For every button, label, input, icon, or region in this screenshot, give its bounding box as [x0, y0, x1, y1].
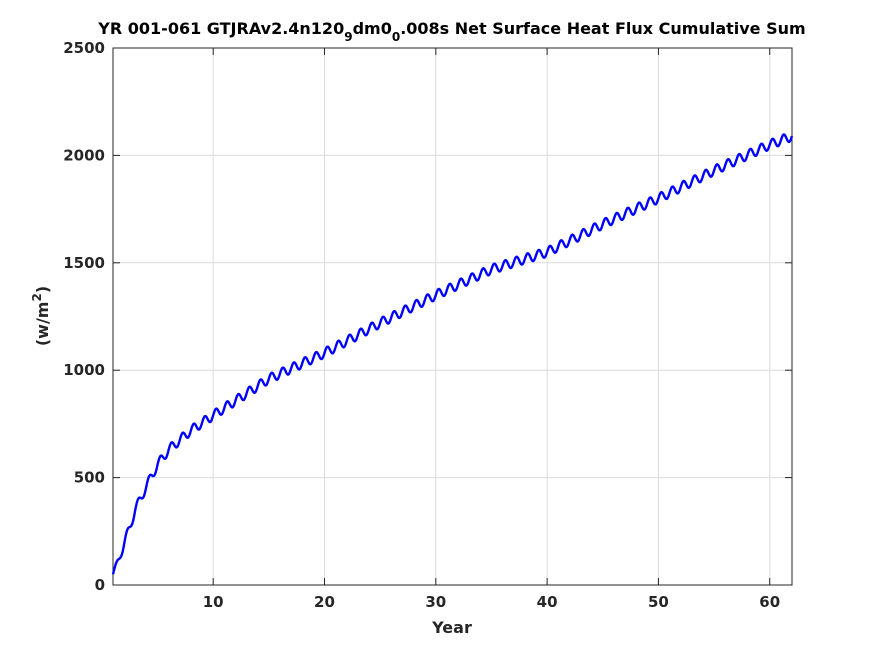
axis-ticks — [113, 47, 792, 586]
chart-title: YR 001-061 GTJRAv2.4n1209dm00.008s Net S… — [97, 19, 805, 44]
y-tick-label: 0 — [95, 576, 105, 594]
grid — [113, 48, 792, 585]
y-axis-label: (w/m2) — [30, 286, 52, 346]
cumulative-heat-flux-line — [111, 133, 794, 575]
x-tick-label: 10 — [203, 593, 224, 611]
x-tick-label: 20 — [314, 593, 335, 611]
x-tick-label: 30 — [425, 593, 446, 611]
plot-area-frame — [112, 47, 793, 586]
y-tick-label: 2500 — [63, 39, 105, 57]
y-tick-label: 500 — [74, 469, 105, 487]
y-tick-label: 1000 — [63, 361, 105, 379]
x-axis-label: Year — [431, 618, 472, 637]
y-tick-label: 1500 — [63, 254, 105, 272]
x-tick-label: 60 — [759, 593, 780, 611]
y-tick-label: 2000 — [63, 146, 105, 164]
x-tick-label: 40 — [537, 593, 558, 611]
x-tick-label: 50 — [648, 593, 669, 611]
